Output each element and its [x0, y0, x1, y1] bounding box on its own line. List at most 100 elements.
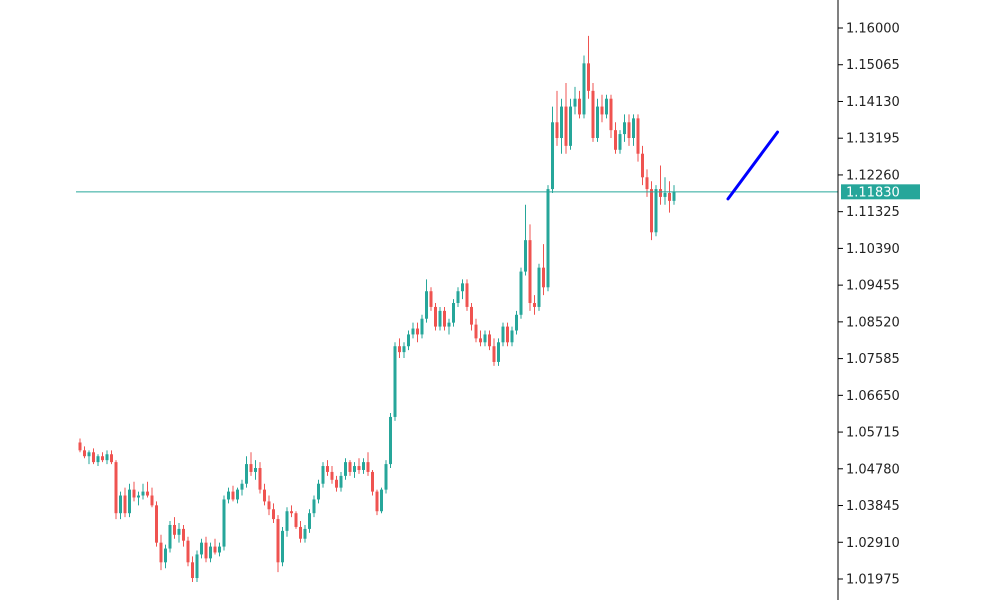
candle-body: [672, 191, 676, 201]
candle-body: [150, 495, 154, 506]
candle-body: [542, 267, 545, 288]
candle-body: [380, 489, 383, 512]
price-tick-label: 1.13195: [846, 132, 900, 147]
candle-body: [609, 98, 613, 131]
candle-body: [519, 271, 523, 315]
candle-body: [348, 462, 352, 472]
candle-body: [573, 98, 577, 107]
candle-body: [177, 528, 181, 535]
price-tick-label: 1.09455: [846, 279, 900, 294]
candle-body: [438, 310, 442, 327]
candle-body: [312, 499, 316, 514]
candle-body: [443, 310, 446, 327]
candle-body: [263, 489, 266, 502]
candle-body: [497, 342, 500, 362]
candle-body: [200, 542, 203, 555]
candle-body: [600, 106, 604, 115]
candle-body: [155, 505, 158, 543]
candle-body: [587, 63, 590, 91]
candle-body: [596, 106, 599, 139]
candle-body: [330, 471, 334, 480]
current-price-tag-bg: [841, 184, 920, 200]
candle-body: [537, 267, 541, 307]
candle-body: [290, 511, 293, 514]
candle-body: [272, 509, 275, 520]
candle-body: [393, 346, 397, 417]
candle-body: [371, 471, 374, 492]
candle-body: [276, 519, 280, 563]
candle-body: [659, 189, 662, 197]
price-tick-label: 1.02910: [846, 536, 900, 551]
candle-body: [317, 483, 320, 500]
price-tick-label: 1.10390: [846, 242, 900, 257]
candle-body: [303, 528, 307, 539]
candle-body: [254, 468, 257, 472]
candle-body: [227, 491, 230, 500]
candle-body: [456, 291, 460, 304]
candle-body: [605, 98, 608, 115]
price-tick-label: 1.16000: [846, 22, 900, 37]
candle-body: [132, 489, 136, 498]
price-tick-label: 1.14130: [846, 95, 900, 110]
candle-body: [510, 330, 514, 343]
candle-body: [560, 106, 563, 139]
candle-body: [87, 452, 91, 457]
candle-body: [164, 548, 167, 563]
candle-body: [137, 495, 140, 498]
candle-body: [353, 466, 356, 472]
candle-body: [416, 328, 419, 335]
candle-body: [474, 324, 478, 339]
candle-body: [101, 456, 104, 461]
candle-body: [627, 122, 631, 139]
candle-body: [96, 456, 100, 463]
trend-line[interactable]: [726, 130, 779, 201]
candle-body: [384, 464, 388, 490]
price-axis-ticks: 1.16000 1.15065 1.14130 1.13195 1.12260 1.113…: [838, 22, 900, 588]
candle-body: [168, 524, 172, 549]
price-tick-label: 1.11325: [846, 205, 900, 220]
candle-body: [402, 346, 406, 353]
candle-body: [533, 303, 536, 307]
candle-body: [83, 450, 86, 457]
candle-body: [92, 452, 95, 463]
candle-body: [641, 153, 644, 178]
candle-body: [123, 495, 127, 514]
candle-body: [357, 466, 361, 470]
candle-body: [564, 106, 568, 146]
candle-body: [159, 542, 163, 563]
candle-body: [398, 346, 401, 353]
candle-body: [465, 283, 469, 307]
price-tick-label: 1.07585: [846, 352, 900, 367]
candle-body: [335, 479, 338, 488]
candle-body: [479, 338, 482, 343]
candle-body: [425, 291, 428, 319]
candle-body: [668, 193, 671, 201]
price-tick-label: 1.12260: [846, 168, 900, 183]
candle-body: [231, 491, 235, 500]
candle-body: [267, 501, 271, 510]
candle-body: [128, 489, 131, 514]
candle-body: [114, 462, 118, 514]
candle-body: [645, 177, 649, 190]
candle-body: [591, 90, 595, 139]
candle-body: [344, 462, 347, 476]
candle-body: [582, 63, 586, 115]
candle-body: [209, 546, 212, 559]
candle-body: [249, 464, 253, 472]
candle-body: [321, 466, 325, 484]
candle-body: [650, 189, 653, 233]
candle-body: [213, 546, 217, 553]
candle-body: [429, 291, 433, 307]
candle-body: [294, 513, 298, 527]
price-tick-label: 1.04780: [846, 462, 900, 477]
candle-body: [389, 416, 392, 465]
candle-body: [411, 328, 415, 335]
candle-body: [618, 134, 622, 150]
candle-body: [119, 495, 122, 514]
candle-body: [299, 526, 302, 539]
price-tick-label: 1.05715: [846, 426, 900, 441]
candle-body: [636, 118, 640, 154]
price-tick-label: 1.15065: [846, 58, 900, 73]
candle-body: [281, 530, 284, 563]
